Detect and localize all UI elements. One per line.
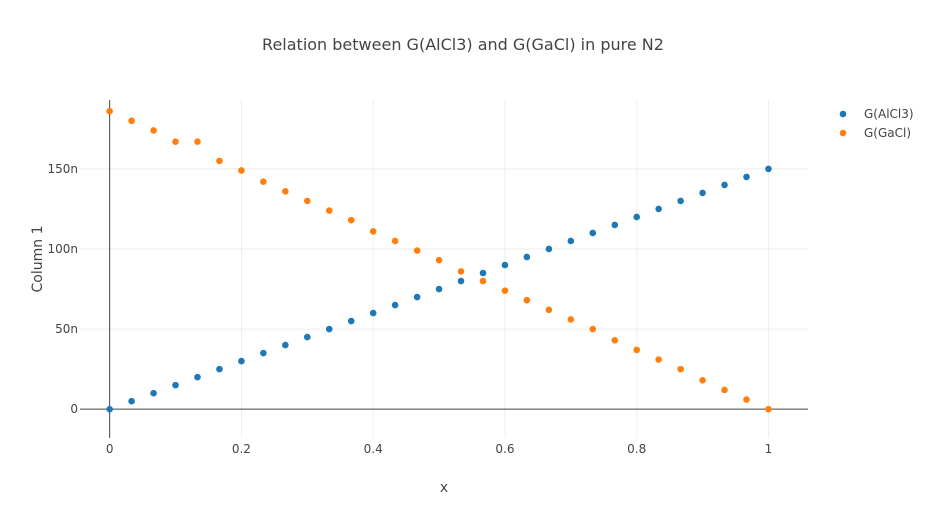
data-point-gacl[interactable] xyxy=(216,157,223,165)
data-point-gacl[interactable] xyxy=(106,107,113,115)
tick-labels: 0 0.2 0.4 0.6 0.8 1 0 50n 100n 150n xyxy=(47,162,772,456)
data-point-gacl[interactable] xyxy=(743,396,750,403)
data-point-alcl3[interactable] xyxy=(435,285,443,293)
chart-title: Relation between G(AlCl3) and G(GaCl) in… xyxy=(262,35,664,54)
data-point-alcl3[interactable] xyxy=(589,229,597,237)
data-point-gacl[interactable] xyxy=(435,256,443,264)
legend[interactable]: G(AlCl3) G(GaCl) xyxy=(839,107,914,140)
data-point-gacl[interactable] xyxy=(413,247,421,254)
data-point-alcl3[interactable] xyxy=(721,181,728,189)
data-point-gacl[interactable] xyxy=(479,277,487,285)
data-point-alcl3[interactable] xyxy=(501,261,509,269)
data-point-alcl3[interactable] xyxy=(699,189,706,197)
legend-item[interactable]: G(AlCl3) xyxy=(839,107,914,121)
x-tick-label: 0 xyxy=(106,442,114,456)
legend-label: G(AlCl3) xyxy=(864,107,914,121)
data-point-alcl3[interactable] xyxy=(172,381,179,389)
data-point-gacl[interactable] xyxy=(172,138,179,145)
data-point-alcl3[interactable] xyxy=(347,317,355,325)
data-point-gacl[interactable] xyxy=(260,178,267,185)
data-point-alcl3[interactable] xyxy=(479,269,487,277)
y-tick-label: 50n xyxy=(55,322,78,336)
grid-layer xyxy=(80,100,808,438)
data-point-gacl[interactable] xyxy=(457,268,465,275)
data-point-alcl3[interactable] xyxy=(567,237,575,245)
data-point-alcl3[interactable] xyxy=(216,365,223,373)
x-tick-label: 0.4 xyxy=(364,442,383,456)
data-point-alcl3[interactable] xyxy=(325,325,333,333)
x-tick-label: 0.2 xyxy=(232,442,251,456)
data-point-gacl[interactable] xyxy=(633,346,641,354)
data-point-gacl[interactable] xyxy=(128,117,135,125)
data-point-gacl[interactable] xyxy=(282,188,289,195)
zero-lines xyxy=(80,100,808,438)
data-point-gacl[interactable] xyxy=(523,296,531,304)
data-point-gacl[interactable] xyxy=(699,377,706,384)
data-point-alcl3[interactable] xyxy=(238,357,245,365)
data-point-gacl[interactable] xyxy=(589,325,597,333)
data-point-alcl3[interactable] xyxy=(260,349,267,357)
data-point-alcl3[interactable] xyxy=(611,221,619,229)
data-point-alcl3[interactable] xyxy=(633,213,641,221)
data-point-alcl3[interactable] xyxy=(655,205,662,213)
data-point-gacl[interactable] xyxy=(325,207,333,214)
data-point-gacl[interactable] xyxy=(501,287,509,294)
y-tick-label: 150n xyxy=(47,162,78,176)
x-tick-label: 0.8 xyxy=(627,442,646,456)
x-tick-label: 1 xyxy=(765,442,773,456)
data-point-gacl[interactable] xyxy=(347,216,355,224)
data-point-alcl3[interactable] xyxy=(128,397,135,405)
data-point-alcl3[interactable] xyxy=(743,173,750,181)
data-point-alcl3[interactable] xyxy=(369,309,377,317)
data-point-alcl3[interactable] xyxy=(194,373,201,381)
legend-marker xyxy=(839,129,847,137)
data-point-alcl3[interactable] xyxy=(523,253,531,261)
x-axis-title: x xyxy=(440,480,448,496)
data-point-alcl3[interactable] xyxy=(391,301,399,309)
legend-item[interactable]: G(GaCl) xyxy=(839,126,911,140)
data-point-gacl[interactable] xyxy=(765,405,772,413)
y-axis-title: Column 1 xyxy=(30,226,46,293)
data-point-gacl[interactable] xyxy=(677,365,684,373)
data-point-gacl[interactable] xyxy=(611,336,619,344)
data-point-alcl3[interactable] xyxy=(303,333,311,341)
y-tick-label: 100n xyxy=(47,242,78,256)
data-points xyxy=(106,107,772,413)
legend-label: G(GaCl) xyxy=(864,126,911,140)
data-point-alcl3[interactable] xyxy=(677,197,684,205)
data-point-gacl[interactable] xyxy=(150,127,157,134)
data-point-gacl[interactable] xyxy=(721,386,728,394)
data-point-alcl3[interactable] xyxy=(106,405,113,413)
data-point-gacl[interactable] xyxy=(655,356,662,363)
data-point-gacl[interactable] xyxy=(369,228,377,235)
x-tick-label: 0.6 xyxy=(495,442,514,456)
data-point-alcl3[interactable] xyxy=(457,277,465,285)
data-point-gacl[interactable] xyxy=(567,316,575,323)
data-point-gacl[interactable] xyxy=(194,138,201,145)
data-point-alcl3[interactable] xyxy=(282,341,289,349)
data-point-gacl[interactable] xyxy=(391,237,399,245)
data-point-gacl[interactable] xyxy=(545,306,553,314)
y-tick-label: 0 xyxy=(70,402,78,416)
data-point-alcl3[interactable] xyxy=(765,165,772,173)
data-point-alcl3[interactable] xyxy=(150,389,157,397)
data-point-alcl3[interactable] xyxy=(413,293,421,301)
legend-marker xyxy=(839,110,847,118)
data-point-alcl3[interactable] xyxy=(545,245,553,253)
data-point-gacl[interactable] xyxy=(238,167,245,174)
data-point-gacl[interactable] xyxy=(303,197,311,205)
